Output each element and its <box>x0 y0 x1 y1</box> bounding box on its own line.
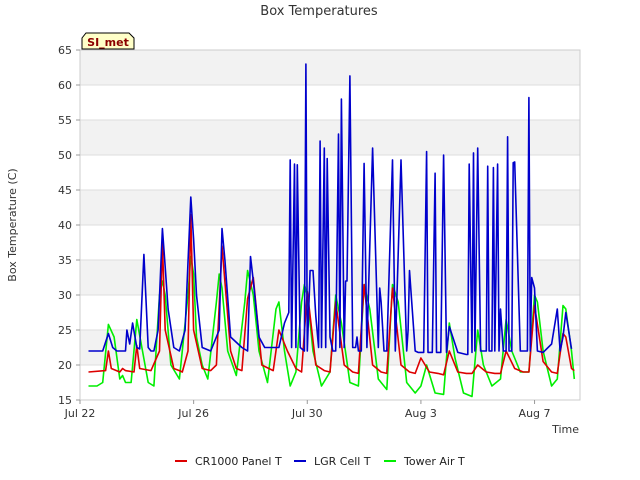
y-tick-label: 60 <box>58 79 72 92</box>
series-line-cr1000-panel-t <box>88 213 575 376</box>
x-tick-label: Jul 30 <box>291 407 323 420</box>
x-tick-label: Jul 22 <box>64 407 96 420</box>
x-axis-ticks: Jul 22 Jul 26 Jul 30 Aug 3 Aug 7 <box>64 400 551 420</box>
x-tick-label: Aug 3 <box>405 407 437 420</box>
y-tick-label: 25 <box>58 324 72 337</box>
series-layer <box>88 63 576 398</box>
y-tick-label: 45 <box>58 184 72 197</box>
y-tick-label: 65 <box>58 44 72 57</box>
site-label-box: SI_met <box>81 32 135 50</box>
y-tick-label: 30 <box>58 289 72 302</box>
legend-label-tower: Tower Air T <box>403 455 465 468</box>
plot-band <box>80 120 580 155</box>
y-tick-label: 50 <box>58 149 72 162</box>
y-tick-label: 55 <box>58 114 72 127</box>
chart-title: Box Temperatures <box>260 4 378 19</box>
x-axis-label: Time <box>551 423 579 436</box>
x-tick-label: Jul 26 <box>177 407 209 420</box>
plot-band <box>80 50 580 85</box>
y-tick-label: 15 <box>58 394 72 407</box>
y-tick-label: 20 <box>58 359 72 372</box>
series-line-lgr-cell-t <box>88 63 573 356</box>
plot-band <box>80 155 580 190</box>
site-label: SI_met <box>87 36 129 49</box>
legend: CR1000 Panel T LGR Cell T Tower Air T <box>175 455 465 468</box>
y-axis-ticks: 15 20 25 30 35 40 45 50 55 60 65 <box>58 44 80 407</box>
y-tick-label: 35 <box>58 254 72 267</box>
legend-label-cr1000: CR1000 Panel T <box>195 455 282 468</box>
plot-band <box>80 85 580 120</box>
y-axis-label: Box Temperature (C) <box>6 168 19 281</box>
legend-label-lgr: LGR Cell T <box>314 455 371 468</box>
plot-band <box>80 225 580 260</box>
plot-band <box>80 190 580 225</box>
x-tick-label: Aug 7 <box>519 407 551 420</box>
y-tick-label: 40 <box>58 219 72 232</box>
